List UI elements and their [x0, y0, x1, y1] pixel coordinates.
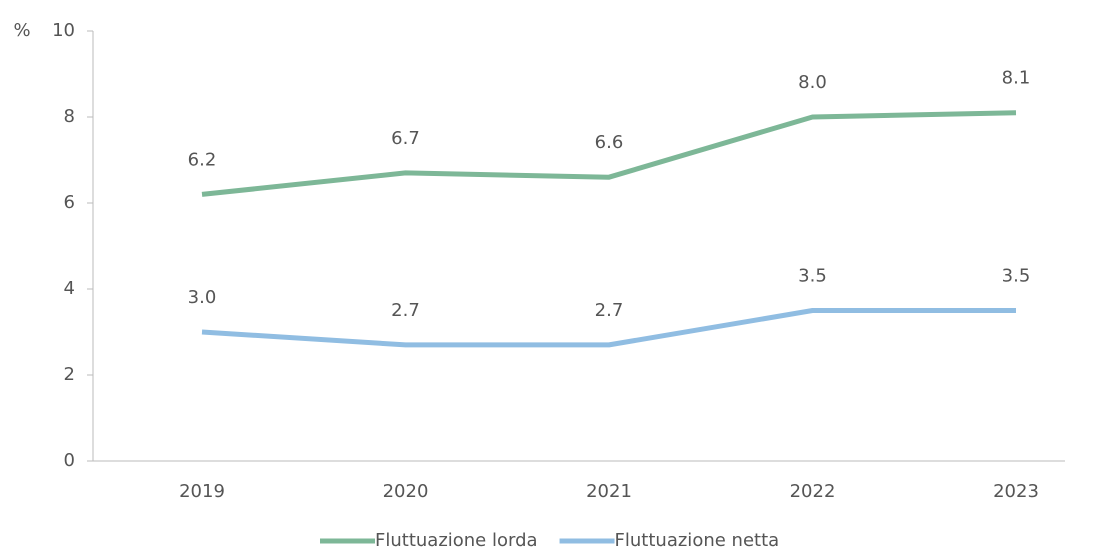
series-line — [201, 110, 1017, 197]
data-label: 6.2 — [188, 149, 217, 170]
data-label: 6.7 — [391, 128, 420, 149]
y-tick-label: 0 — [64, 450, 75, 471]
y-tick-label: 4 — [64, 278, 75, 299]
data-label: 6.6 — [595, 132, 624, 153]
legend-label: Fluttuazione netta — [615, 530, 780, 551]
data-label: 3.5 — [798, 266, 827, 287]
x-tick-label: 2022 — [790, 481, 836, 502]
x-tick-label: 2023 — [993, 481, 1039, 502]
series-line — [201, 308, 1016, 348]
data-label: 3.0 — [188, 287, 217, 308]
data-label: 8.1 — [1002, 68, 1031, 89]
data-label: 2.7 — [595, 300, 624, 321]
y-unit: % — [13, 20, 30, 41]
y-tick-label: 10 — [52, 20, 75, 41]
x-tick-label: 2021 — [586, 481, 632, 502]
legend-label: Fluttuazione lorda — [375, 530, 538, 551]
y-tick-label: 2 — [64, 364, 75, 385]
y-tick-label: 6 — [64, 192, 75, 213]
y-tick-label: 8 — [64, 106, 75, 127]
x-tick-label: 2019 — [179, 481, 225, 502]
data-label: 2.7 — [391, 300, 420, 321]
data-label: 8.0 — [798, 72, 827, 93]
data-label: 3.5 — [1002, 266, 1031, 287]
x-tick-label: 2020 — [383, 481, 429, 502]
